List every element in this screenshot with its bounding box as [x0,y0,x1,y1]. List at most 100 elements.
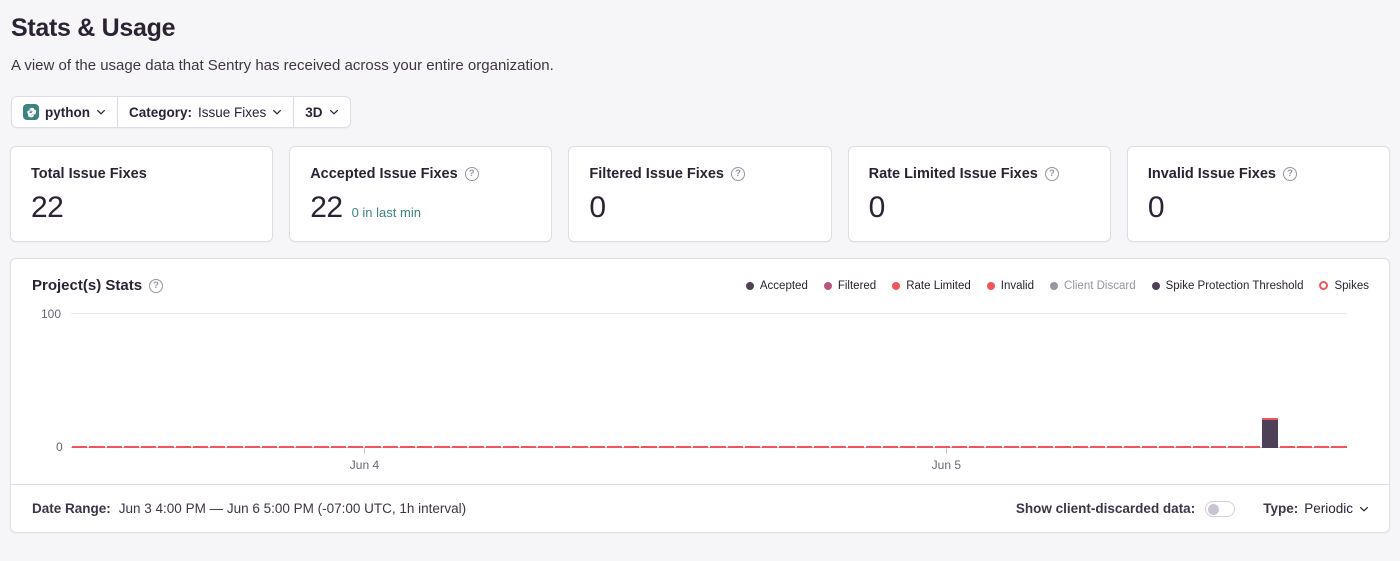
legend-item-spikes[interactable]: Spikes [1319,280,1369,292]
bar-slot[interactable] [123,314,140,448]
bar-slot[interactable] [1244,314,1261,448]
bar-slot[interactable] [1089,314,1106,448]
bar-slot[interactable] [330,314,347,448]
bar-slot[interactable] [830,314,847,448]
bar-slot[interactable] [295,314,312,448]
bar-segment-rate-limited [762,446,778,448]
bar-slot[interactable] [623,314,640,448]
bar-slot[interactable] [727,314,744,448]
bar-slot[interactable] [157,314,174,448]
bar-slot[interactable] [1279,314,1296,448]
legend-label: Filtered [837,279,877,292]
project-filter[interactable]: python [12,97,118,127]
period-filter[interactable]: 3D [294,97,349,127]
bar-slot[interactable] [847,314,864,448]
bar-slot[interactable] [1330,314,1347,448]
bar-slot[interactable] [1037,314,1054,448]
bar-segment-rate-limited [779,446,795,448]
bar-slot[interactable] [244,314,261,448]
bar-series[interactable] [71,314,1347,448]
bar-slot[interactable] [106,314,123,448]
bar-slot[interactable] [1261,314,1278,448]
bar-slot[interactable] [1192,314,1209,448]
bar-slot[interactable] [485,314,502,448]
help-icon[interactable]: ? [149,278,164,293]
bar-slot[interactable] [951,314,968,448]
category-filter[interactable]: Category: Issue Fixes [118,97,295,127]
bar-slot[interactable] [226,314,243,448]
legend-item-client-discard[interactable]: Client Discard [1050,280,1136,292]
bar-slot[interactable] [1158,314,1175,448]
bar-slot[interactable] [692,314,709,448]
bar-slot[interactable] [1123,314,1140,448]
bar-segment-rate-limited [537,446,553,448]
legend-label: Accepted [759,279,808,292]
bar-slot[interactable] [537,314,554,448]
bar-slot[interactable] [899,314,916,448]
help-icon[interactable]: ? [1044,167,1059,181]
bar-slot[interactable] [589,314,606,448]
bar-slot[interactable] [1296,314,1313,448]
bar-slot[interactable] [1072,314,1089,448]
bar-slot[interactable] [88,314,105,448]
bar-slot[interactable] [796,314,813,448]
bar-slot[interactable] [451,314,468,448]
help-icon[interactable]: ? [1282,167,1297,181]
bar-slot[interactable] [261,314,278,448]
help-icon[interactable]: ? [464,167,479,181]
bar-slot[interactable] [313,314,330,448]
bar-slot[interactable] [968,314,985,448]
bar-slot[interactable] [1141,314,1158,448]
client-discard-toggle[interactable] [1205,500,1236,517]
bar-slot[interactable] [554,314,571,448]
bar-slot[interactable] [209,314,226,448]
bar-slot[interactable] [382,314,399,448]
bar-slot[interactable] [175,314,192,448]
bar-slot[interactable] [1227,314,1244,448]
legend-item-filtered[interactable]: Filtered [823,279,877,292]
bar-slot[interactable] [502,314,519,448]
bar-slot[interactable] [1210,314,1227,448]
bar-slot[interactable] [813,314,830,448]
x-tick-label: Jun 5 [931,458,962,472]
bar-slot[interactable] [399,314,416,448]
bar-segment-rate-limited [348,446,364,448]
bar-slot[interactable] [1106,314,1123,448]
bar-slot[interactable] [606,314,623,448]
legend-item-spike-protection-threshold[interactable]: Spike Protection Threshold [1151,280,1303,292]
bar-slot[interactable] [468,314,485,448]
bar-slot[interactable] [640,314,657,448]
bar-slot[interactable] [1003,314,1020,448]
bar-slot[interactable] [364,314,381,448]
bar-slot[interactable] [520,314,537,448]
bar-slot[interactable] [278,314,295,448]
bar-slot[interactable] [675,314,692,448]
bar-slot[interactable] [658,314,675,448]
legend-item-invalid[interactable]: Invalid [986,280,1034,292]
legend-item-accepted[interactable]: Accepted [745,279,808,292]
bar-slot[interactable] [778,314,795,448]
help-icon[interactable]: ? [731,167,745,181]
legend-item-rate-limited[interactable]: Rate Limited [892,280,971,292]
bar-slot[interactable] [744,314,761,448]
bar-slot[interactable] [1020,314,1037,448]
bar-slot[interactable] [985,314,1002,448]
type-selector[interactable]: Type: Periodic [1263,501,1369,516]
bar-slot[interactable] [916,314,933,448]
bar-slot[interactable] [571,314,588,448]
bar-slot[interactable] [433,314,450,448]
bar-slot[interactable] [882,314,899,448]
bar-slot[interactable] [1054,314,1071,448]
legend-dot-icon [745,281,754,290]
bar-slot[interactable] [1175,314,1192,448]
bar-slot[interactable] [140,314,157,448]
bar-slot[interactable] [71,314,88,448]
bar-slot[interactable] [416,314,433,448]
bar-slot[interactable] [934,314,951,448]
bar-slot[interactable] [347,314,364,448]
bar-slot[interactable] [192,314,209,448]
bar-slot[interactable] [761,314,778,448]
bar-slot[interactable] [1313,314,1330,448]
bar-slot[interactable] [709,314,726,448]
bar-slot[interactable] [865,314,882,448]
